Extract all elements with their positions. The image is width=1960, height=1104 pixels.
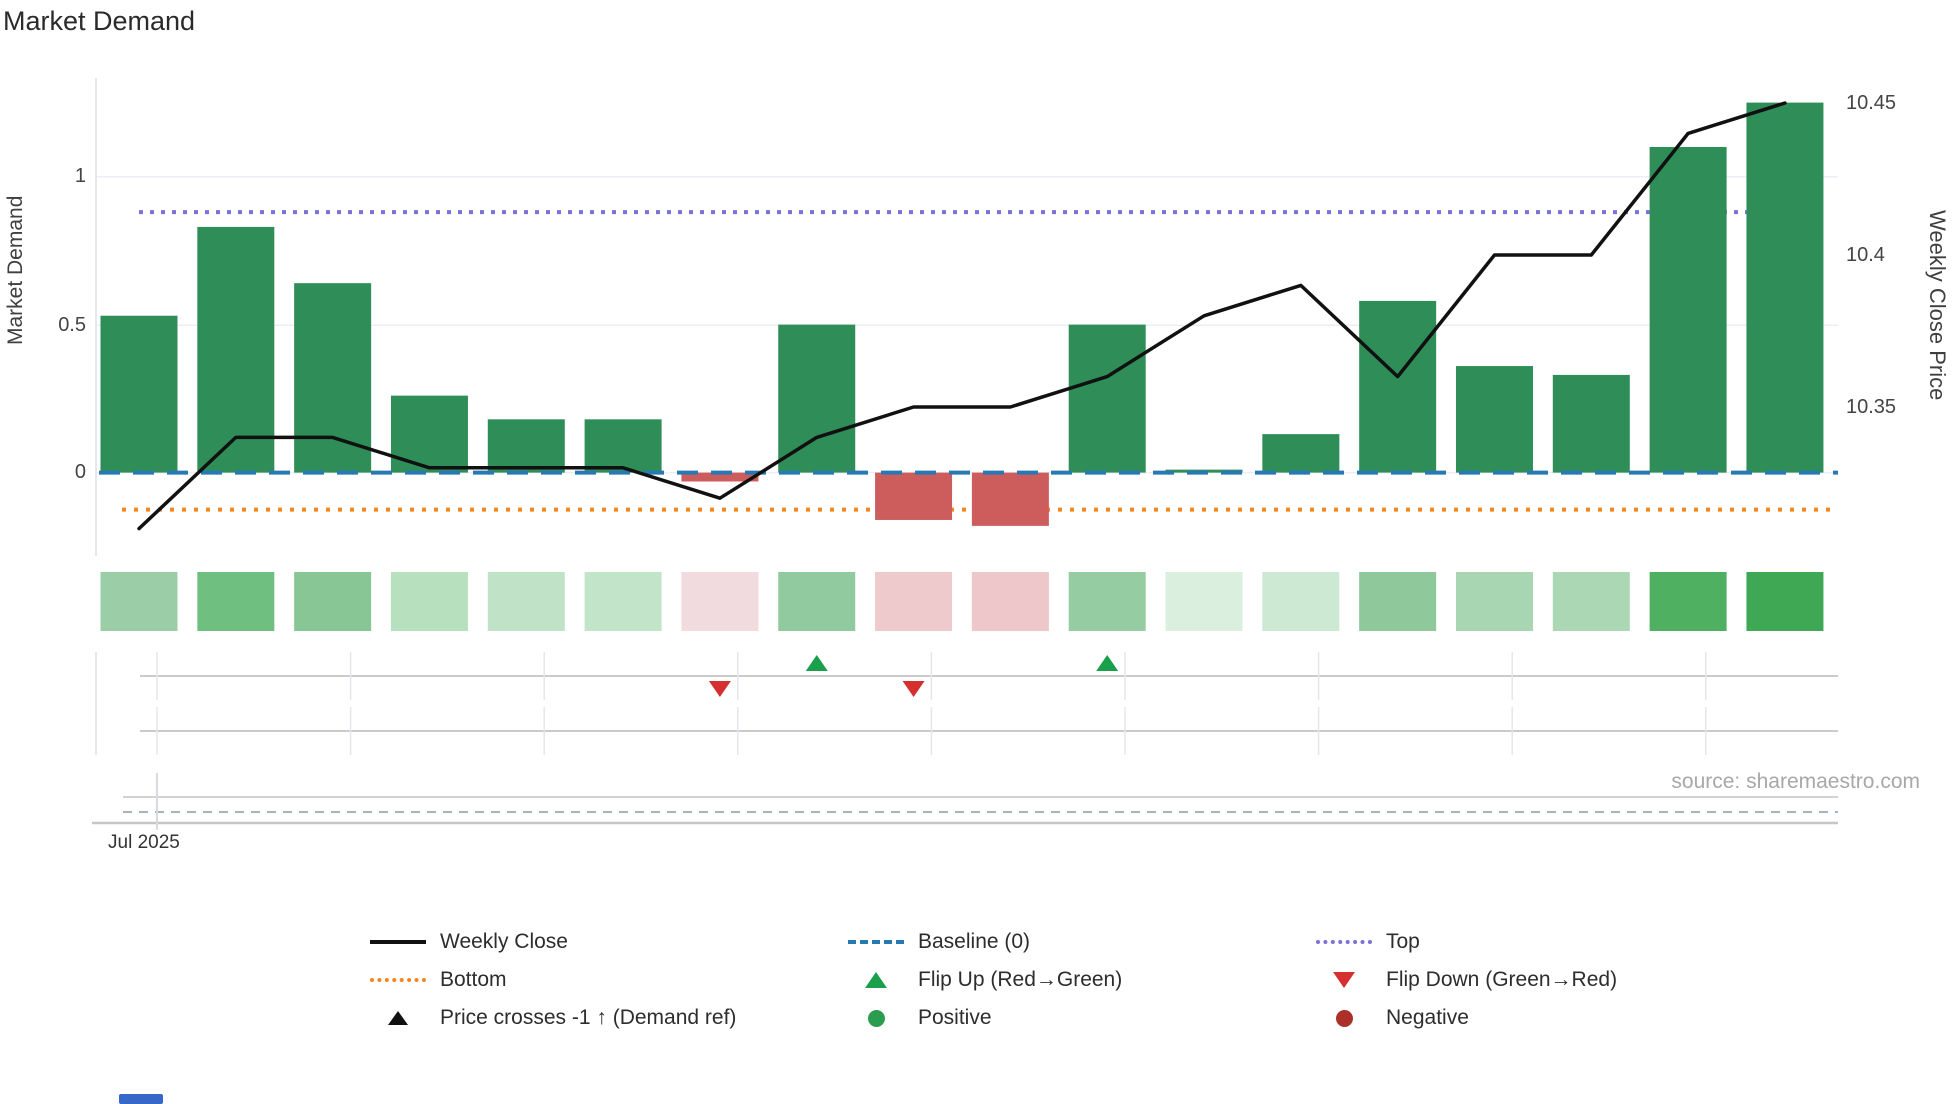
heatmap-cell (1359, 572, 1437, 631)
weekly-close-line (137, 101, 1787, 531)
heatmap-cell (1165, 572, 1243, 631)
legend-label: Negative (1386, 1006, 1469, 1029)
demand-bar (1455, 366, 1533, 473)
flip-down-marker (708, 681, 731, 697)
triangle-up-icon (848, 972, 904, 988)
right-axis-label: Weekly Close Price (1925, 209, 1950, 401)
legend-item-bottom[interactable]: Bottom (370, 966, 507, 994)
heatmap-strip (100, 572, 1824, 631)
demand-bar (1359, 300, 1437, 473)
triangle-down-icon (1316, 972, 1372, 988)
heatmap-cell (294, 572, 372, 631)
flip-up-marker (1096, 655, 1119, 671)
heatmap-cell (1552, 572, 1630, 631)
demand-bar (681, 472, 759, 482)
source-attribution: source: sharemaestro.com (1671, 770, 1920, 793)
legend-label: Price crosses -1 ↑ (Demand ref) (440, 1006, 737, 1029)
left-axis-tick: 0 (74, 461, 86, 483)
right-axis-tick: 10.4 (1846, 244, 1885, 266)
legend-label: Flip Down (Green→Red) (1386, 968, 1618, 991)
legend-item-baseline[interactable]: Baseline (0) (848, 928, 1030, 956)
heatmap-cell (1068, 572, 1146, 631)
demand-bar (487, 419, 565, 473)
dotted-line-sample-icon (370, 978, 426, 982)
heatmap-cell (1746, 572, 1824, 631)
branding-button[interactable] (119, 1094, 163, 1104)
legend-label: Weekly Close (440, 930, 568, 953)
rangeslider[interactable] (92, 773, 1838, 830)
line-sample-icon (370, 940, 426, 944)
legend-label: Top (1386, 930, 1420, 953)
heatmap-cell (390, 572, 468, 631)
marker-rows (140, 652, 1838, 755)
demand-bar (1068, 324, 1146, 473)
flip-down-marker (902, 681, 925, 697)
legend-item-flip-up[interactable]: Flip Up (Red→Green) (848, 966, 1122, 994)
left-axis-tick: 0.5 (58, 314, 86, 336)
right-axis-tick: 10.35 (1846, 396, 1897, 418)
legend-item-positive[interactable]: Positive (848, 1004, 992, 1032)
demand-bar (197, 226, 275, 473)
demand-bar (778, 324, 856, 473)
legend-item-negative[interactable]: Negative (1316, 1004, 1469, 1032)
heatmap-cell (1649, 572, 1727, 631)
demand-bars (100, 102, 1824, 526)
heatmap-cell (197, 572, 275, 631)
reference-lines (122, 210, 1838, 512)
demand-bar (1262, 434, 1340, 473)
demand-bar (294, 283, 372, 473)
flip-up-marker (805, 655, 828, 671)
heatmap-cell (971, 572, 1049, 631)
demand-bar (100, 315, 178, 473)
heatmap-cell (1455, 572, 1533, 631)
legend-label: Bottom (440, 968, 507, 991)
legend-label: Baseline (0) (918, 930, 1031, 953)
dotted-line-sample-icon (1316, 940, 1372, 944)
legend-label: Flip Up (Red→Green) (918, 968, 1123, 991)
legend-item-flip-down[interactable]: Flip Down (Green→Red) (1316, 966, 1617, 994)
legend-label: Positive (918, 1006, 992, 1029)
demand-bar (1746, 102, 1824, 473)
circle-icon (1316, 1009, 1372, 1027)
dashed-line-sample-icon (848, 940, 904, 944)
demand-bar (1552, 374, 1630, 473)
x-axis-tick-label: Jul 2025 (108, 832, 180, 853)
demand-bar (1649, 147, 1727, 473)
heatmap-cell (681, 572, 759, 631)
demand-bar (875, 472, 953, 520)
heatmap-cell (1262, 572, 1340, 631)
heatmap-cell (487, 572, 565, 631)
left-axis-tick: 1 (74, 165, 86, 187)
demand-bar (584, 419, 662, 473)
heatmap-cell (100, 572, 178, 631)
right-axis-tick: 10.45 (1846, 92, 1897, 114)
legend-item-top[interactable]: Top (1316, 928, 1420, 956)
legend-item-weekly-close[interactable]: Weekly Close (370, 928, 568, 956)
legend-item-price-crosses[interactable]: Price crosses -1 ↑ (Demand ref) (370, 1004, 736, 1032)
page-title: Market Demand (3, 6, 196, 36)
circle-icon (848, 1009, 904, 1027)
left-axis-label: Market Demand (4, 195, 27, 345)
heatmap-cell (778, 572, 856, 631)
triangle-up-icon (370, 1011, 426, 1025)
heatmap-cell (584, 572, 662, 631)
demand-bar (971, 472, 1049, 526)
price-line-group (137, 101, 1787, 531)
heatmap-cell (875, 572, 953, 631)
